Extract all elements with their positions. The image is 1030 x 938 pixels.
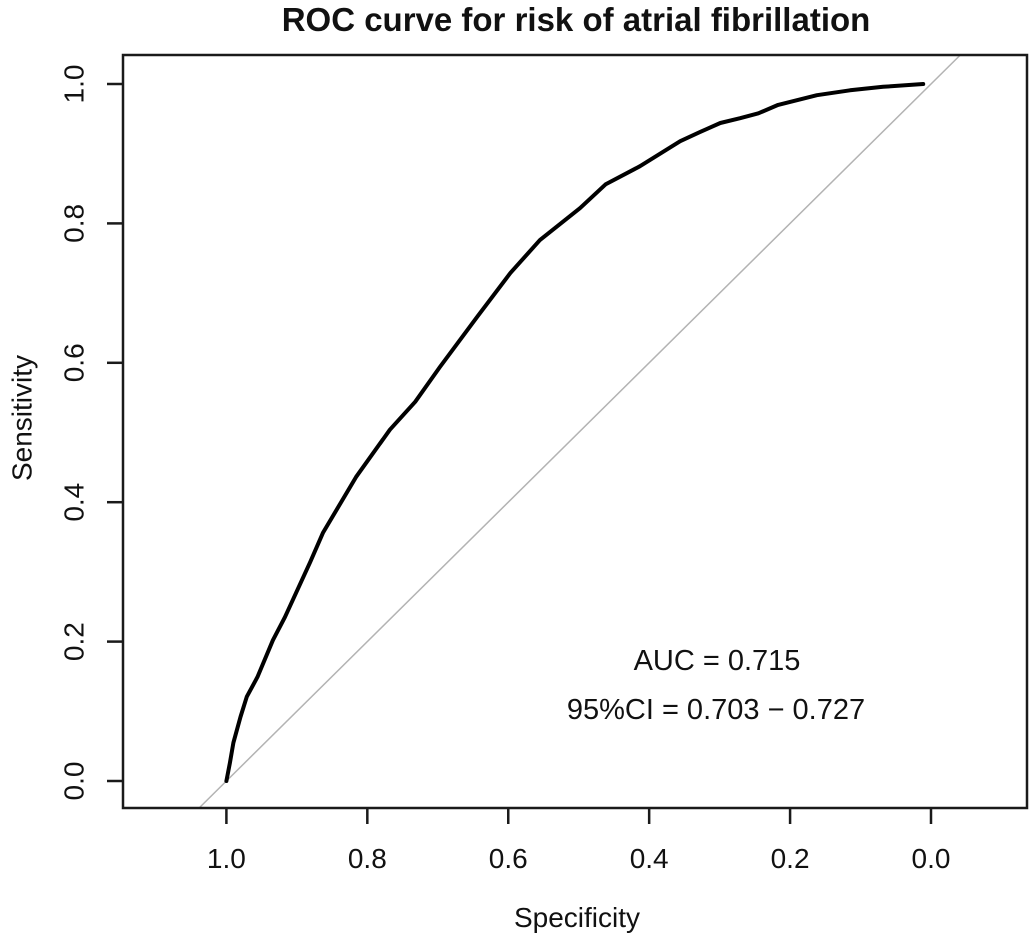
x-tick-label: 0.4 [630, 843, 669, 874]
x-tick-label: 0.6 [489, 843, 528, 874]
y-tick-label: 0.0 [59, 762, 90, 801]
chart-title: ROC curve for risk of atrial fibrillatio… [282, 1, 871, 38]
roc-curve [224, 82, 926, 783]
auc-annotation: AUC = 0.715 [634, 645, 801, 677]
x-tick-label: 0.2 [771, 843, 810, 874]
y-tick-label: 1.0 [59, 65, 90, 104]
x-tick-label: 0.0 [912, 843, 951, 874]
x-tick-label: 0.8 [348, 843, 387, 874]
x-axis-label: Specificity [514, 902, 640, 933]
ci-annotation: 95%CI = 0.703 − 0.727 [567, 694, 865, 726]
y-tick-label: 0.6 [59, 343, 90, 382]
y-axis-label: Sensitivity [7, 355, 38, 481]
plot-frame [121, 53, 1029, 810]
chance-diagonal-line [198, 54, 961, 809]
y-tick-label: 0.8 [59, 204, 90, 243]
y-tick-label: 0.4 [59, 483, 90, 522]
plot-area: 1.0 0.8 0.6 0.4 0.2 0.0 0.0 0.2 0.4 0.6 0.8 1.0 [59, 53, 1029, 874]
x-tick-label: 1.0 [207, 843, 246, 874]
y-tick-label: 0.2 [59, 622, 90, 661]
